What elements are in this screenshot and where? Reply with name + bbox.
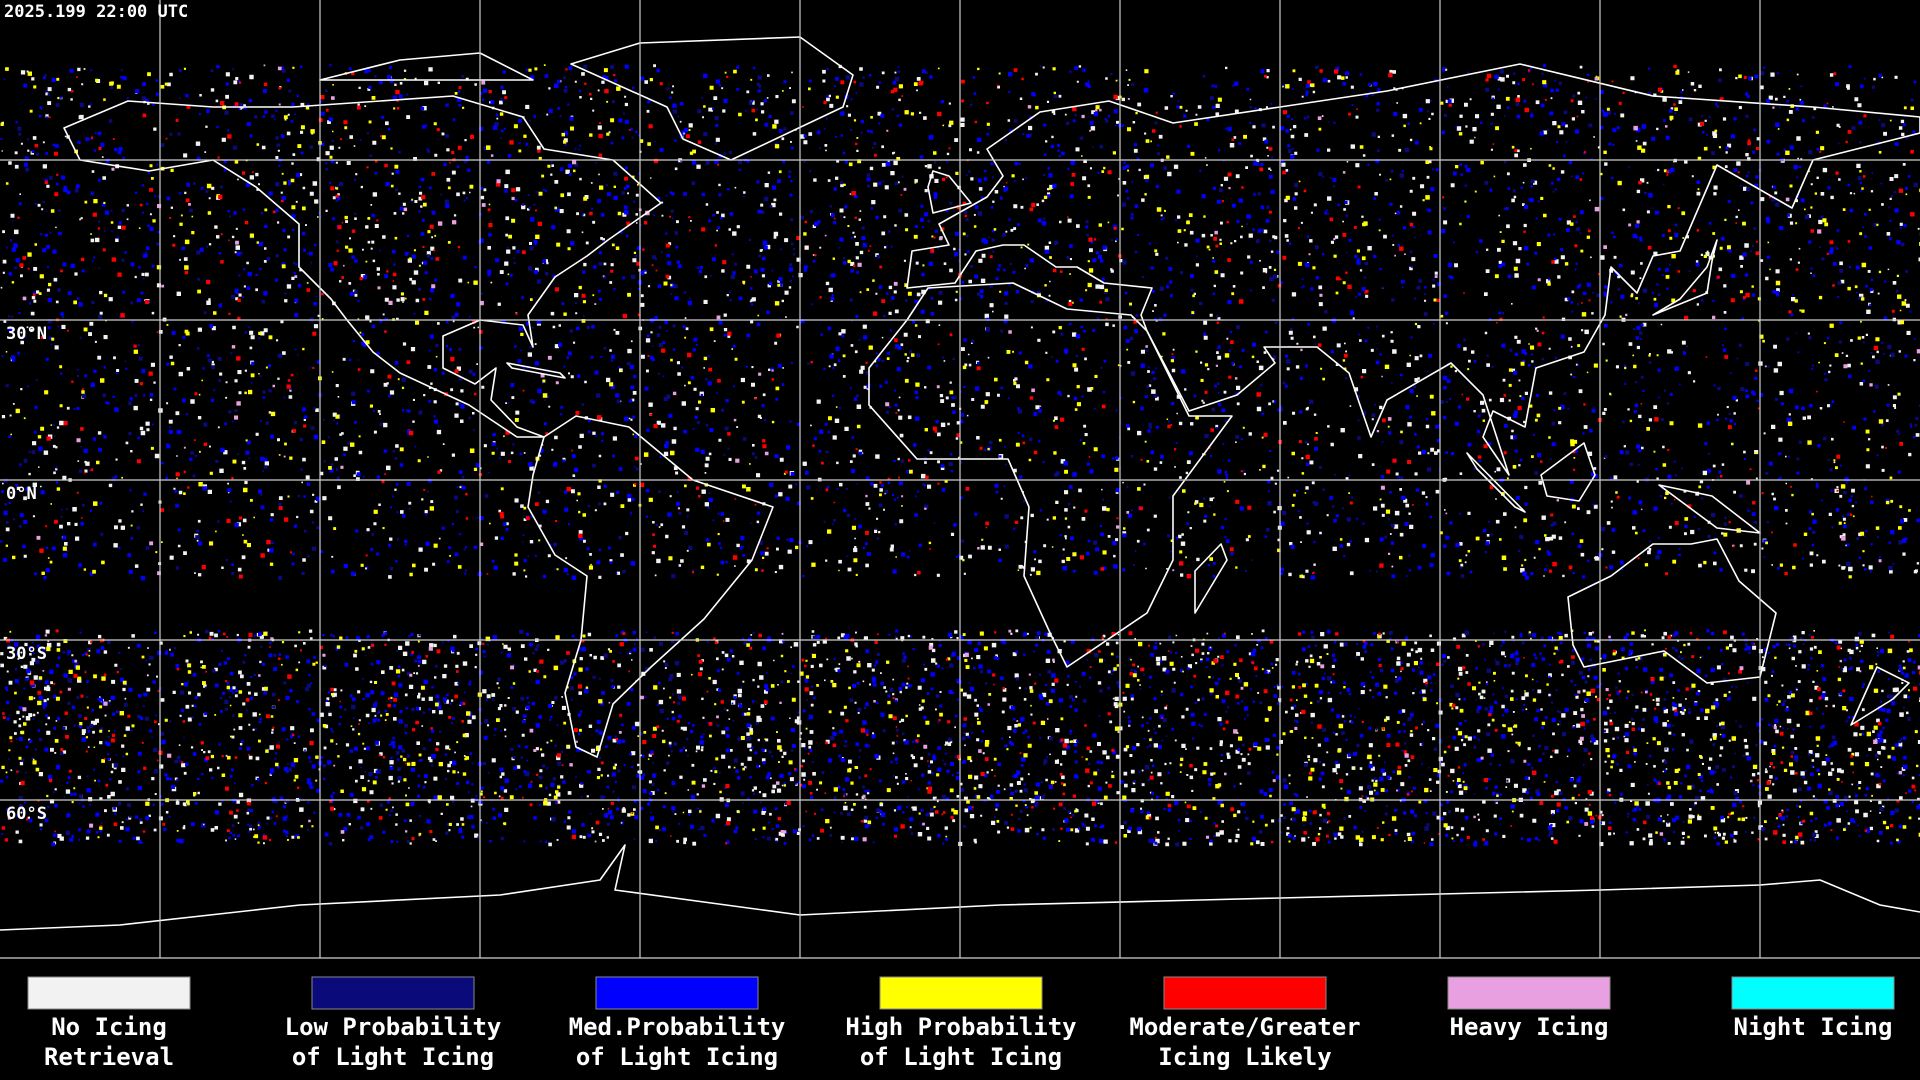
- legend-swatch: [1731, 976, 1895, 1010]
- britain: [927, 170, 972, 214]
- borneo: [1540, 442, 1596, 502]
- legend-label: Night Icing: [1734, 1013, 1893, 1041]
- legend-label: Heavy Icing: [1450, 1013, 1609, 1041]
- legend-swatch: [1163, 976, 1327, 1010]
- graticule: [0, 0, 1920, 959]
- south-america: [527, 415, 774, 758]
- legend-label: Retrieval: [44, 1043, 174, 1071]
- legend-swatch: [595, 976, 759, 1010]
- madagascar: [1194, 543, 1228, 614]
- latitude-label: 60°S: [6, 804, 47, 824]
- greenland: [570, 36, 854, 161]
- eurasia: [906, 63, 1920, 476]
- timestamp: 2025.199 22:00 UTC: [4, 2, 188, 22]
- legend-label: Moderate/Greater: [1129, 1013, 1360, 1041]
- africa: [868, 282, 1233, 668]
- legend-swatch: [879, 976, 1043, 1010]
- sumatra: [1466, 452, 1526, 513]
- legend-swatch: [1447, 976, 1611, 1010]
- latitude-label: 0°N: [6, 484, 37, 504]
- legend-label: of Light Icing: [292, 1043, 494, 1071]
- australia: [1567, 538, 1777, 684]
- latitude-label: 30°N: [6, 324, 47, 344]
- coastlines: [0, 36, 1920, 931]
- legend-label: of Light Icing: [576, 1043, 778, 1071]
- latitude-label: 30°S: [6, 644, 47, 664]
- legend-label: Icing Likely: [1158, 1043, 1331, 1071]
- legend-label: High Probability: [845, 1013, 1076, 1041]
- cuba: [506, 362, 566, 379]
- legend-swatch: [311, 976, 475, 1010]
- japan: [1652, 239, 1718, 316]
- latitude-labels: 30°N 0°N 30°S 60°S: [6, 324, 47, 824]
- legend-swatch: [27, 976, 191, 1010]
- legend-label: Med.Probability: [569, 1013, 786, 1041]
- legend-label: Low Probability: [285, 1013, 502, 1041]
- new-zealand: [1850, 666, 1910, 726]
- north-america: [63, 95, 662, 438]
- legend-label: of Light Icing: [860, 1043, 1062, 1071]
- legend-label: No Icing: [51, 1013, 167, 1041]
- antarctica: [0, 844, 1920, 931]
